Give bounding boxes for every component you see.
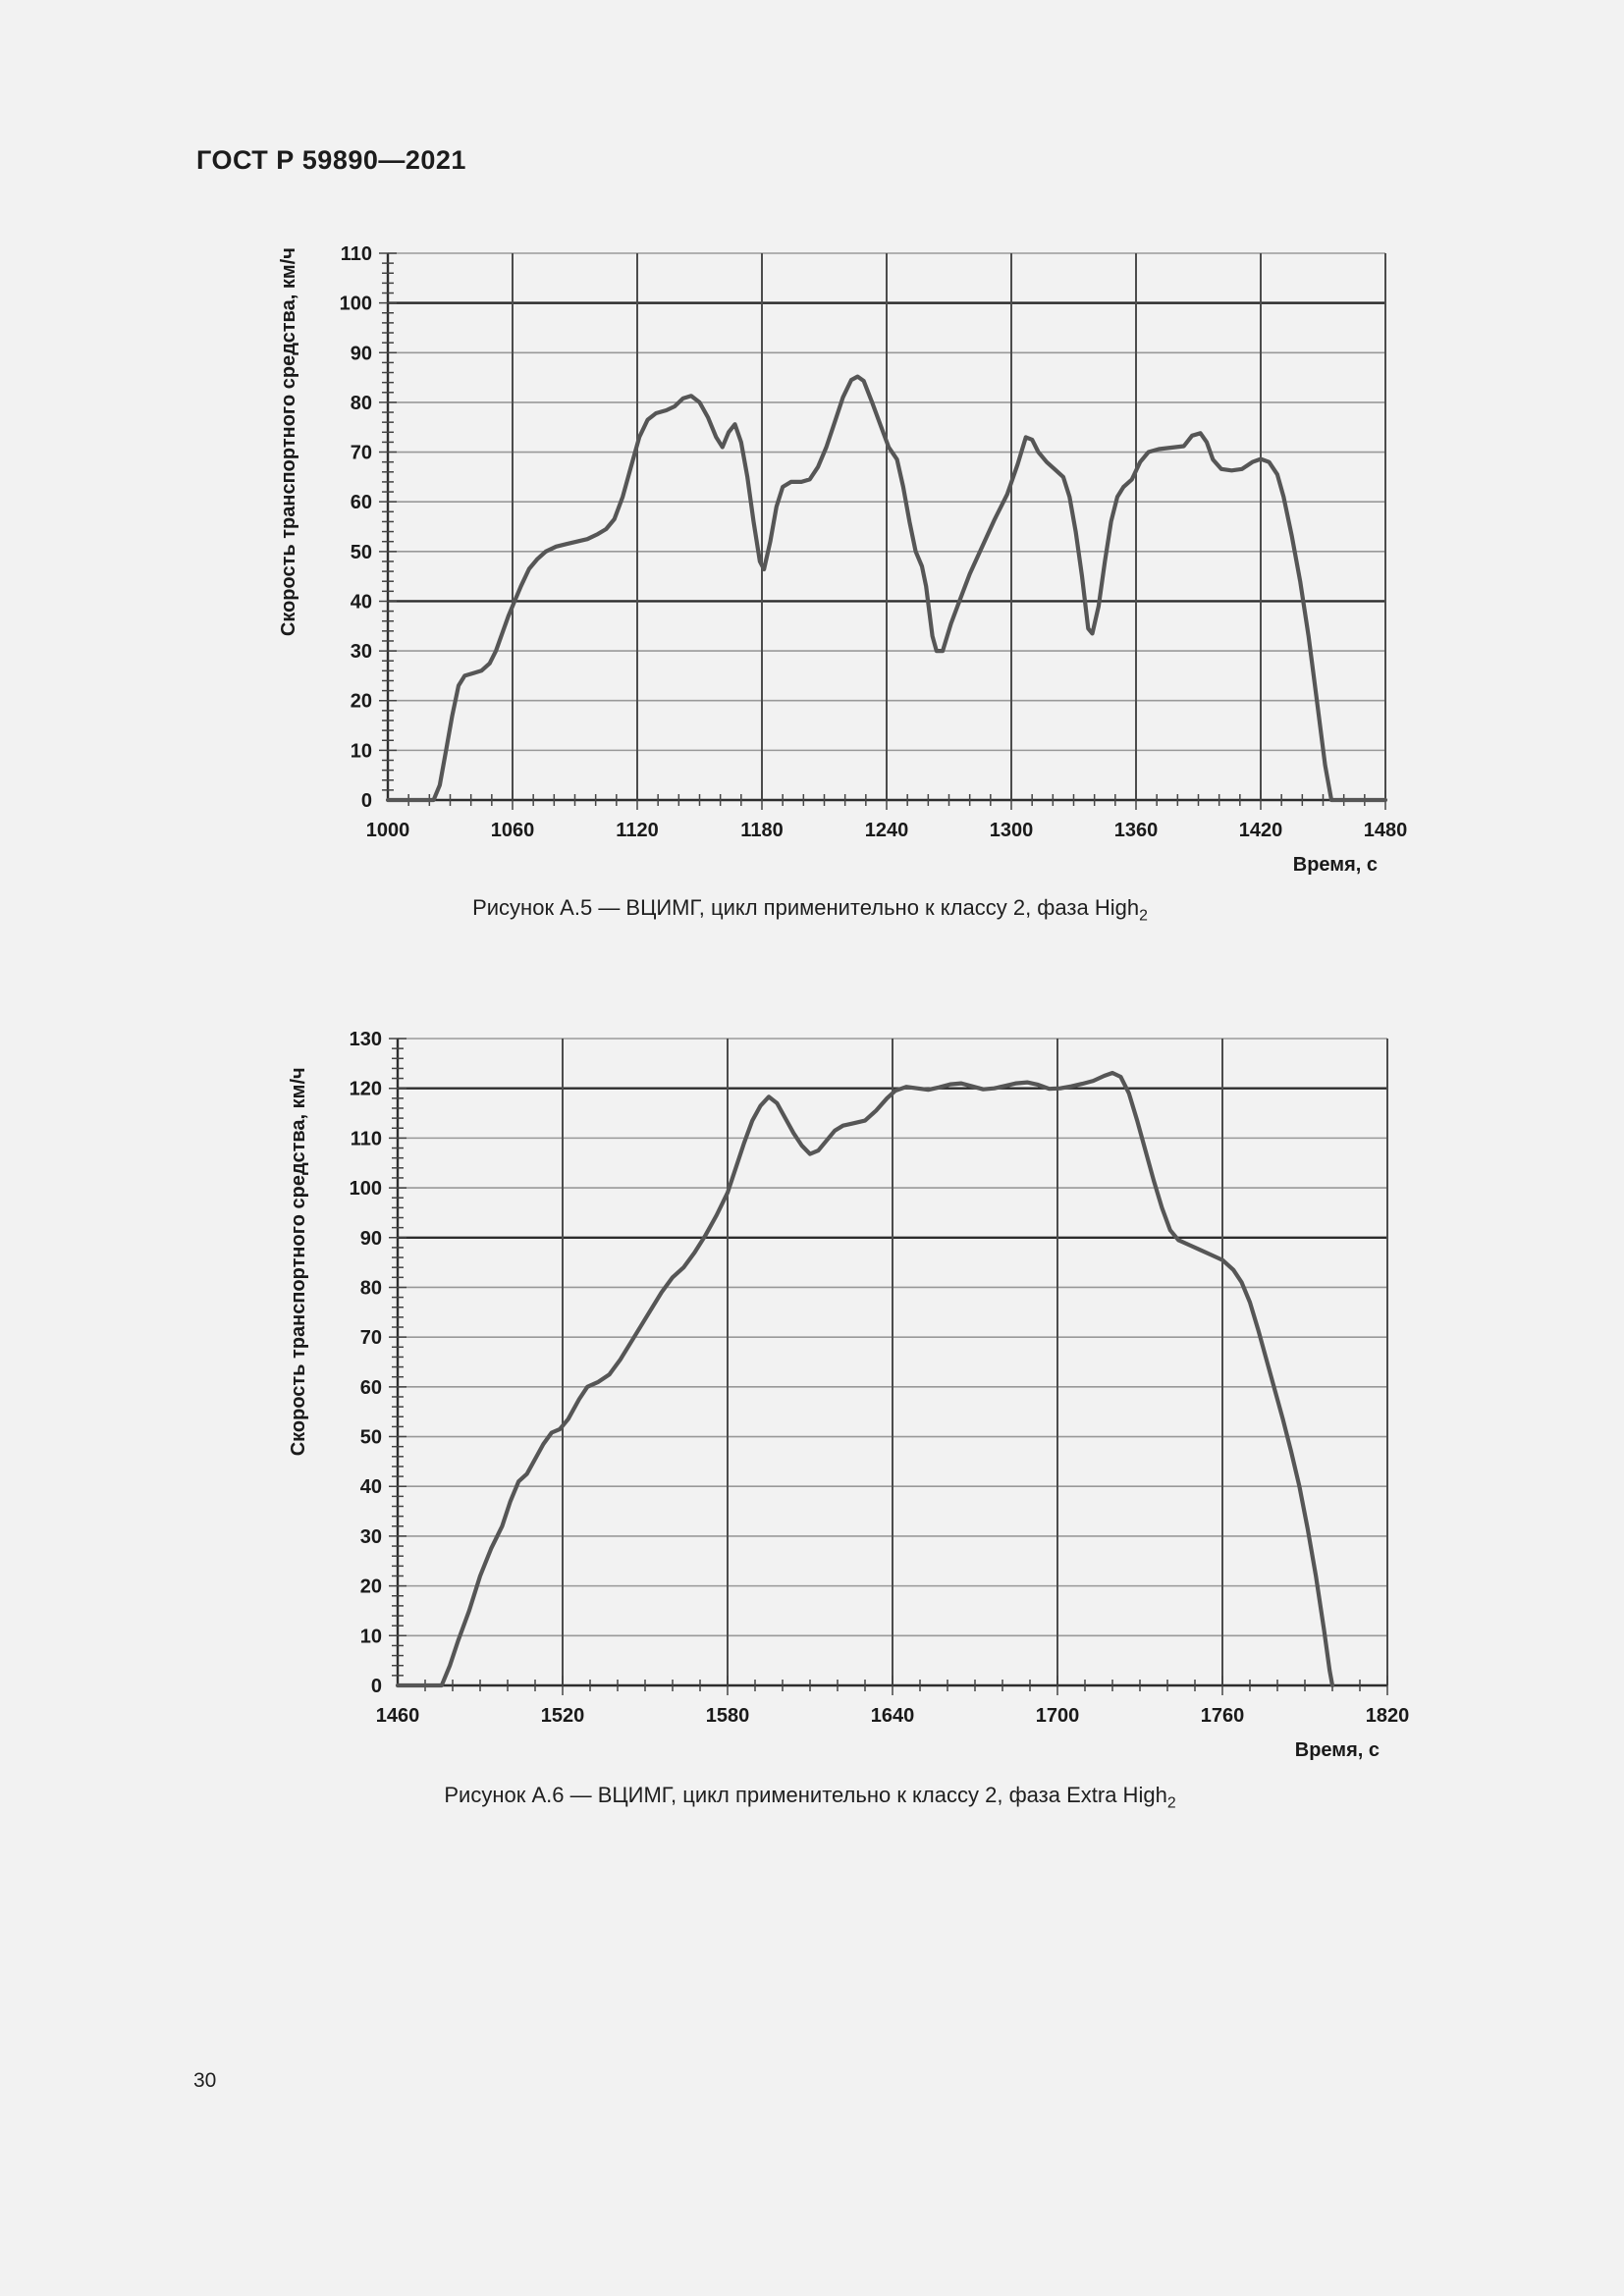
x-tick-label: 1640 [871,1705,915,1727]
y-tick-label: 60 [351,492,372,513]
y-tick-label: 130 [350,1029,382,1050]
x-tick-label: 1360 [1114,820,1159,841]
x-tick-label: 1480 [1364,820,1408,841]
y-tick-label: 60 [360,1377,382,1399]
figure-a5-caption-text: Рисунок А.5 — ВЦИМГ, цикл применительно … [472,895,1140,920]
x-tick-label: 1460 [376,1705,420,1727]
x-tick-label: 1580 [706,1705,750,1727]
y-tick-label: 120 [350,1079,382,1100]
figure-a5-chart: 0 10 20 30 40 50 60 70 80 90 100 110 1000 1060 1120 118… [278,243,1408,876]
y-tick-label: 30 [360,1526,382,1548]
x-axis-title: Время, с [1293,854,1378,876]
y-tick-label: 100 [340,294,372,315]
y-tick-label: 100 [350,1178,382,1200]
y-tick-label: 80 [351,393,372,414]
y-axis-title: Скорость транспортного средства, км/ч [288,1067,309,1456]
y-tick-label: 0 [371,1676,382,1697]
figure-a5-caption-subscript: 2 [1139,907,1148,925]
speed-curve [385,374,1388,803]
x-tick-label: 1300 [990,820,1034,841]
figure-a5-caption: Рисунок А.5 — ВЦИМГ, цикл применительно … [187,895,1434,925]
y-tick-label: 40 [351,591,372,613]
x-tick-label: 1520 [541,1705,585,1727]
figure-a6-caption-text: Рисунок А.6 — ВЦИМГ, цикл применительно … [444,1783,1167,1807]
y-tick-label: 80 [360,1277,382,1299]
y-tick-label: 90 [351,343,372,364]
page-number: 30 [193,2069,217,2092]
document-header: ГОСТ Р 59890—2021 [196,145,466,175]
y-tick-label: 40 [360,1476,382,1498]
x-tick-label: 1120 [616,820,658,841]
y-tick-label: 70 [360,1327,382,1349]
figure-a6-caption-subscript: 2 [1166,1794,1176,1812]
x-tick-label: 1820 [1366,1705,1410,1727]
figure-a6-chart: 0 10 20 30 40 50 60 70 80 90 100 110 120 130 1460 1520 1… [288,1029,1410,1761]
x-tick-label: 1420 [1239,820,1283,841]
x-tick-label: 1000 [366,820,410,841]
x-tick-label: 1060 [491,820,535,841]
y-tick-label: 70 [351,443,372,464]
y-tick-label: 90 [360,1228,382,1250]
y-tick-label: 110 [351,1128,382,1149]
y-axis-title: Скорость транспортного средства, км/ч [278,247,299,636]
x-tick-label: 1760 [1201,1705,1245,1727]
y-tick-label: 10 [360,1626,382,1647]
x-tick-label: 1180 [740,820,783,841]
speed-curve [395,1070,1335,1688]
y-tick-label: 50 [360,1427,382,1449]
figure-a6-caption: Рисунок А.6 — ВЦИМГ, цикл применительно … [187,1783,1434,1812]
y-tick-label: 110 [341,243,372,265]
x-axis-title: Время, с [1295,1739,1380,1761]
y-tick-label: 20 [360,1576,382,1598]
x-tick-label: 1240 [865,820,909,841]
y-tick-label: 50 [351,542,372,563]
y-tick-label: 20 [351,691,372,713]
x-tick-label: 1700 [1036,1705,1080,1727]
y-tick-label: 30 [351,641,372,663]
y-tick-label: 0 [361,790,372,812]
y-tick-label: 10 [351,740,372,762]
